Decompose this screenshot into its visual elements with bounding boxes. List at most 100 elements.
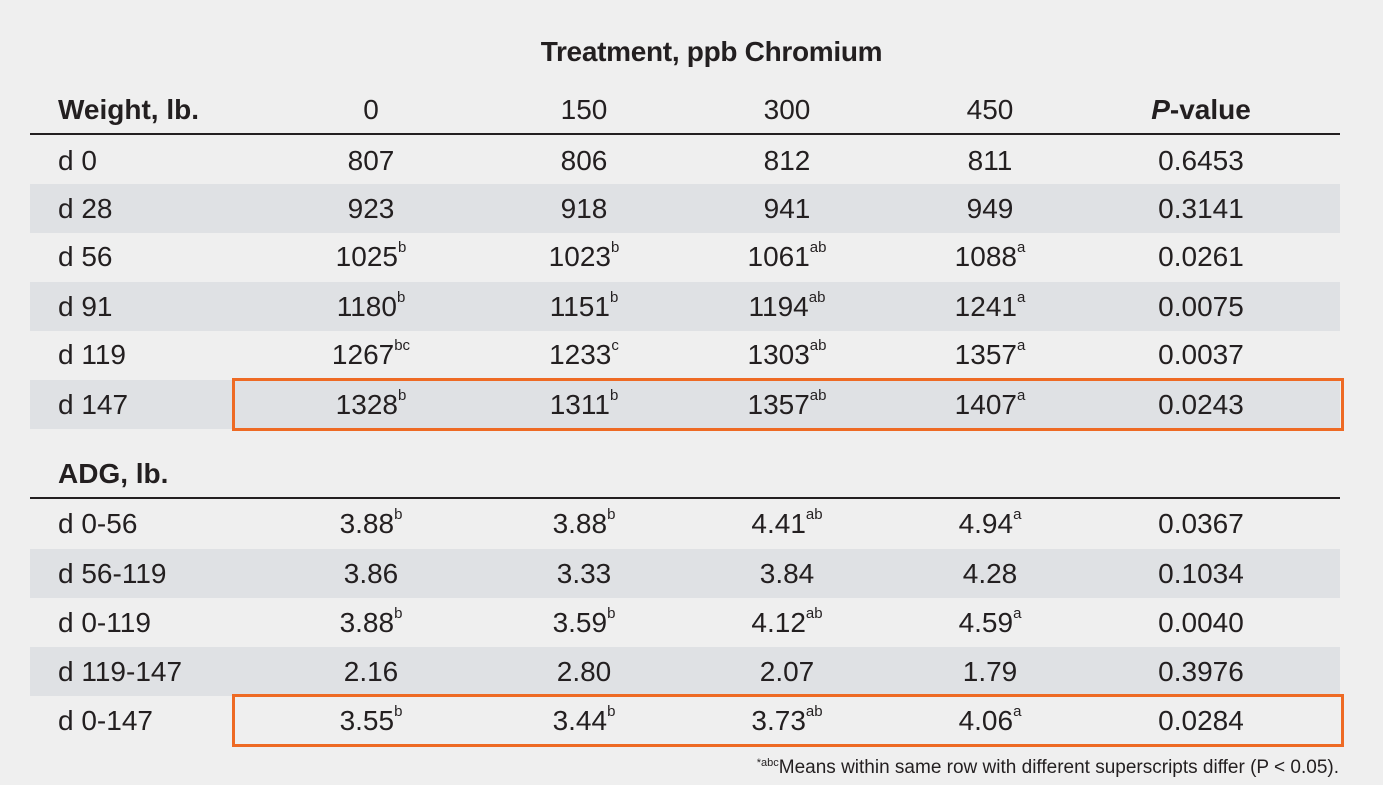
pvalue-cell: 0.6453	[1158, 144, 1244, 176]
value-cell: 2.80	[484, 647, 684, 696]
cell-value: 949	[966, 192, 1014, 224]
value-cell: 812	[687, 136, 887, 185]
value-cell: 1180 b	[336, 288, 406, 322]
cell-value: 811	[967, 144, 1013, 176]
cell-value: 1023	[548, 240, 611, 272]
cell-value: 4.28	[962, 557, 1018, 589]
row-label: d 28	[58, 192, 113, 224]
cell-value: 812	[763, 144, 811, 176]
pvalue-cell: 0.0037	[1158, 338, 1244, 370]
value-cell: 941	[687, 184, 887, 233]
value-cell: 1233 c	[549, 336, 619, 370]
pvalue-cell: 0.0040	[1158, 606, 1244, 638]
table-row: d 91 1180 b 1151 b 1194 ab 1241 a 0.0075	[30, 282, 1340, 331]
cell-value: 1151	[549, 290, 610, 322]
cell-value: 1357	[954, 338, 1017, 370]
pvalue-cell: 0.0367	[1158, 507, 1244, 539]
value-cell: 3.59 b	[552, 604, 616, 638]
pvalue-cell: 0.0261	[1158, 240, 1244, 272]
cell-value: 2.16	[343, 655, 399, 687]
value-cell: 1407 a	[954, 386, 1026, 420]
cell-value: 4.94	[958, 507, 1014, 539]
row-label: d 147	[58, 388, 129, 420]
highlight-box-adg-d0-147	[232, 694, 1344, 747]
cell-value: 4.06	[958, 704, 1014, 736]
cell-value: 3.55	[339, 704, 395, 736]
cell-value: 3.84	[759, 557, 815, 589]
adg-rule	[30, 497, 1340, 499]
col-header-300: 300	[763, 94, 811, 125]
cell-value: 923	[347, 192, 395, 224]
cell-value: 3.88	[339, 606, 395, 638]
table-header-row: Weight, lb. 0 150 300 450 P -value	[30, 88, 1340, 132]
row-label: d 119-147	[58, 655, 183, 687]
cell-value: 3.73	[751, 704, 806, 736]
footnote-superscript: *abc	[756, 757, 779, 769]
row-label: d 56	[58, 240, 113, 272]
value-cell: 1303 ab	[747, 336, 827, 370]
weight-header: Weight, lb.	[58, 94, 200, 125]
cell-value: 4.12	[751, 606, 806, 638]
value-cell: 3.55 b	[339, 702, 403, 736]
cell-value: 2.80	[556, 655, 612, 687]
value-cell: 3.88 b	[339, 505, 403, 539]
cell-value: 918	[560, 192, 608, 224]
value-cell: 949	[890, 184, 1090, 233]
pvalue-header: P -value	[1101, 88, 1301, 132]
cell-value: 1025	[335, 240, 398, 272]
value-cell: 2.16	[271, 647, 471, 696]
pvalue-cell: 0.0284	[1158, 704, 1244, 736]
cell-value: 1088	[954, 240, 1017, 272]
row-label: d 56-119	[58, 557, 167, 589]
value-cell: 1267 bc	[331, 336, 411, 370]
value-cell: 1357 a	[954, 336, 1026, 370]
cell-value: 1241	[954, 290, 1017, 322]
value-cell: 918	[484, 184, 684, 233]
value-cell: 1151 b	[549, 288, 619, 322]
value-cell: 923	[271, 184, 471, 233]
col-header-150: 150	[560, 94, 608, 125]
table-title: Treatment, ppb Chromium	[540, 36, 883, 67]
pvalue-italic-p: P	[1151, 94, 1170, 125]
cell-value: 1407	[954, 388, 1017, 420]
cell-value: 1267	[331, 338, 395, 370]
table-row: d 28 923 918 941 949 0.3141	[30, 184, 1340, 233]
cell-value: 3.44	[552, 704, 608, 736]
cell-value: 3.88	[552, 507, 608, 539]
value-cell: 4.06 a	[958, 702, 1022, 736]
value-cell: 3.73 ab	[751, 702, 823, 736]
row-label: d 0-147	[58, 704, 153, 736]
cell-value: 1303	[747, 338, 810, 370]
row-label: d 119	[58, 338, 126, 370]
value-cell: 3.84	[687, 549, 887, 598]
table-row: d 0-119 3.88 b 3.59 b 4.12 ab 4.59 a 0.0040	[30, 598, 1340, 647]
table-row: d 119-147 2.16 2.80 2.07 1.79 0.3976	[30, 647, 1340, 696]
value-cell: 1328 b	[335, 386, 407, 420]
cell-value: 4.41	[751, 507, 806, 539]
value-cell: 3.44 b	[552, 702, 616, 736]
pvalue-cell: 0.3141	[1158, 192, 1244, 224]
value-cell: 4.94 a	[958, 505, 1022, 539]
value-cell: 4.59 a	[958, 604, 1022, 638]
pvalue-cell: 0.0243	[1158, 388, 1244, 420]
value-cell: 1194 ab	[748, 288, 826, 322]
value-cell: 3.86	[271, 549, 471, 598]
pvalue-rest: -value	[1169, 94, 1251, 125]
value-cell: 1311 b	[549, 386, 619, 420]
value-cell: 3.88 b	[552, 505, 616, 539]
row-label: d 0-56	[58, 507, 138, 539]
footnote-text: Means within same row with different sup…	[778, 757, 1339, 778]
value-cell: 1023 b	[548, 238, 620, 272]
col-header-450: 450	[966, 94, 1014, 125]
row-label: d 91	[58, 290, 113, 322]
value-cell: 1241 a	[954, 288, 1026, 322]
pvalue-cell: 0.3976	[1158, 655, 1244, 687]
value-cell: 4.28	[890, 549, 1090, 598]
cell-value: 1357	[747, 388, 810, 420]
cell-value: 1180	[336, 290, 397, 322]
cell-value: 1233	[549, 338, 612, 370]
value-cell: 1061 ab	[747, 238, 827, 272]
cell-value: 1194	[748, 290, 809, 322]
highlight-box-weight-d147	[232, 378, 1344, 431]
cell-value: 807	[347, 144, 395, 176]
